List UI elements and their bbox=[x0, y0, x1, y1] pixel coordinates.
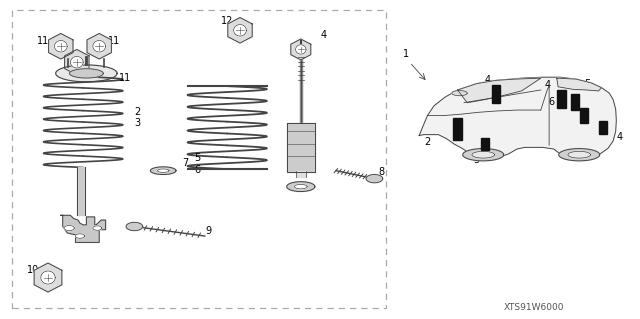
Polygon shape bbox=[64, 226, 74, 231]
Polygon shape bbox=[452, 91, 467, 96]
Polygon shape bbox=[571, 94, 579, 110]
Text: 5: 5 bbox=[584, 78, 591, 89]
Text: 8: 8 bbox=[378, 167, 385, 177]
Polygon shape bbox=[126, 222, 143, 231]
Polygon shape bbox=[287, 182, 315, 191]
Text: 3: 3 bbox=[134, 118, 141, 128]
Polygon shape bbox=[492, 85, 500, 103]
Text: 11: 11 bbox=[119, 73, 132, 83]
Polygon shape bbox=[77, 167, 85, 215]
Polygon shape bbox=[157, 169, 169, 172]
Polygon shape bbox=[453, 118, 462, 140]
Polygon shape bbox=[294, 184, 307, 189]
Polygon shape bbox=[458, 78, 541, 103]
Polygon shape bbox=[228, 18, 252, 43]
Polygon shape bbox=[93, 226, 102, 230]
Text: 4: 4 bbox=[320, 30, 326, 40]
Polygon shape bbox=[56, 65, 117, 82]
Polygon shape bbox=[557, 78, 602, 91]
Polygon shape bbox=[76, 234, 84, 238]
Polygon shape bbox=[287, 123, 315, 172]
Text: 7: 7 bbox=[182, 158, 189, 168]
Text: 4: 4 bbox=[484, 75, 491, 85]
Polygon shape bbox=[463, 149, 504, 161]
Polygon shape bbox=[61, 215, 106, 242]
Text: 12: 12 bbox=[221, 16, 234, 26]
Polygon shape bbox=[557, 90, 566, 108]
Text: 2: 2 bbox=[134, 107, 141, 117]
Text: 4: 4 bbox=[544, 79, 550, 90]
Text: 4: 4 bbox=[616, 131, 623, 142]
Polygon shape bbox=[296, 45, 306, 54]
Polygon shape bbox=[49, 33, 73, 59]
Polygon shape bbox=[568, 151, 591, 158]
Polygon shape bbox=[34, 263, 62, 292]
Polygon shape bbox=[366, 174, 383, 183]
Polygon shape bbox=[150, 167, 176, 174]
Text: 6: 6 bbox=[194, 165, 200, 175]
Text: 11: 11 bbox=[108, 36, 120, 47]
Polygon shape bbox=[87, 33, 111, 59]
Text: 5: 5 bbox=[194, 153, 200, 163]
Polygon shape bbox=[70, 56, 83, 68]
Text: 10: 10 bbox=[27, 264, 40, 275]
Polygon shape bbox=[296, 171, 306, 177]
Polygon shape bbox=[419, 77, 616, 158]
Text: 3: 3 bbox=[474, 155, 480, 165]
Text: 11: 11 bbox=[37, 36, 50, 47]
Polygon shape bbox=[481, 138, 489, 150]
Text: 2: 2 bbox=[424, 137, 431, 147]
Text: XTS91W6000: XTS91W6000 bbox=[504, 303, 564, 312]
Polygon shape bbox=[93, 41, 106, 52]
Text: 6: 6 bbox=[548, 97, 555, 107]
Polygon shape bbox=[559, 149, 600, 161]
Polygon shape bbox=[41, 271, 55, 284]
Polygon shape bbox=[472, 151, 495, 158]
Bar bbox=[12, 10, 386, 308]
Polygon shape bbox=[599, 121, 607, 134]
Polygon shape bbox=[54, 41, 67, 52]
Polygon shape bbox=[70, 69, 103, 78]
Text: 1: 1 bbox=[403, 49, 410, 59]
Text: 9: 9 bbox=[205, 226, 211, 236]
Polygon shape bbox=[65, 49, 89, 75]
Polygon shape bbox=[580, 108, 588, 123]
Polygon shape bbox=[234, 25, 246, 36]
Polygon shape bbox=[291, 39, 311, 60]
